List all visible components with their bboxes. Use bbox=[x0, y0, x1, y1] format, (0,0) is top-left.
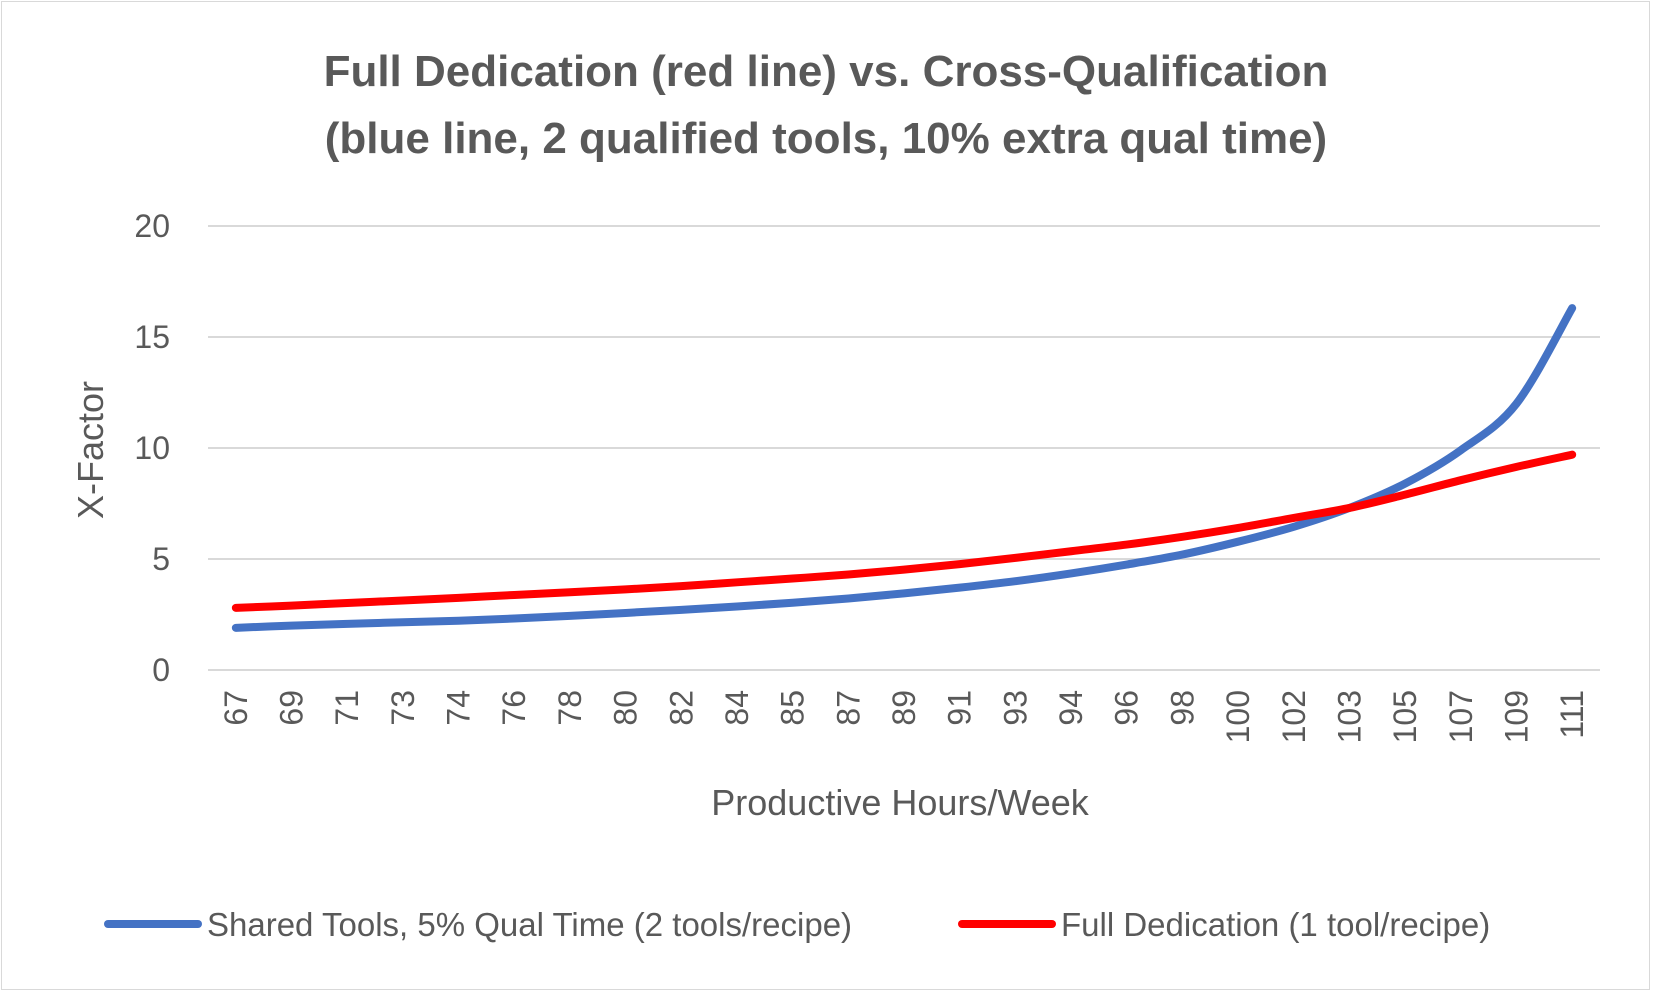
x-tick-label: 87 bbox=[830, 690, 866, 726]
x-tick-label: 82 bbox=[663, 690, 699, 726]
x-tick-label: 105 bbox=[1387, 690, 1423, 743]
x-tick-label: 109 bbox=[1498, 690, 1534, 743]
x-tick-label: 69 bbox=[274, 690, 310, 726]
series-line-shared-tools bbox=[231, 304, 1577, 632]
y-tick-label: 10 bbox=[134, 430, 170, 466]
x-axis-title: Productive Hours/Week bbox=[711, 782, 1089, 823]
x-tick-label: 74 bbox=[441, 690, 477, 726]
x-tick-label: 100 bbox=[1220, 690, 1256, 743]
x-tick-label: 94 bbox=[1053, 690, 1089, 726]
x-tick-label: 85 bbox=[775, 690, 811, 726]
y-tick-label: 5 bbox=[152, 541, 170, 577]
x-tick-label: 76 bbox=[496, 690, 532, 726]
x-tick-label: 96 bbox=[1109, 690, 1145, 726]
legend-label: Full Dedication (1 tool/recipe) bbox=[1061, 906, 1490, 943]
gridlines bbox=[208, 225, 1600, 671]
x-tick-label: 67 bbox=[218, 690, 254, 726]
x-tick-label: 98 bbox=[1164, 690, 1200, 726]
y-tick-label: 20 bbox=[134, 208, 170, 244]
x-tick-label: 107 bbox=[1443, 690, 1479, 743]
x-tick-label: 78 bbox=[552, 690, 588, 726]
x-axis-ticks: 67 69 71 73 74 76 78 80 82 84 85 87 89 91 93 94 96 98 100 1… bbox=[218, 690, 1590, 743]
y-tick-label: 0 bbox=[152, 652, 170, 688]
x-tick-label: 71 bbox=[329, 690, 365, 726]
y-axis-title: X-Factor bbox=[70, 381, 111, 519]
x-tick-label: 89 bbox=[886, 690, 922, 726]
x-tick-label: 91 bbox=[942, 690, 978, 726]
y-axis-ticks: 0 5 10 15 20 bbox=[134, 208, 170, 688]
chart-title-line-1: Full Dedication (red line) vs. Cross-Qua… bbox=[324, 47, 1329, 96]
x-tick-label: 93 bbox=[997, 690, 1033, 726]
series-lines bbox=[231, 304, 1577, 632]
x-tick-label: 84 bbox=[719, 690, 755, 726]
x-tick-label: 73 bbox=[385, 690, 421, 726]
x-tick-label: 111 bbox=[1554, 690, 1590, 739]
legend-label: Shared Tools, 5% Qual Time (2 tools/reci… bbox=[207, 906, 852, 943]
chart-title-line-2: (blue line, 2 qualified tools, 10% extra… bbox=[325, 114, 1327, 163]
x-tick-label: 80 bbox=[608, 690, 644, 726]
x-tick-label: 103 bbox=[1331, 690, 1367, 743]
y-tick-label: 15 bbox=[134, 319, 170, 355]
series-line-full-dedication bbox=[231, 450, 1577, 612]
x-tick-label: 102 bbox=[1276, 690, 1312, 743]
legend: Shared Tools, 5% Qual Time (2 tools/reci… bbox=[104, 906, 1490, 943]
